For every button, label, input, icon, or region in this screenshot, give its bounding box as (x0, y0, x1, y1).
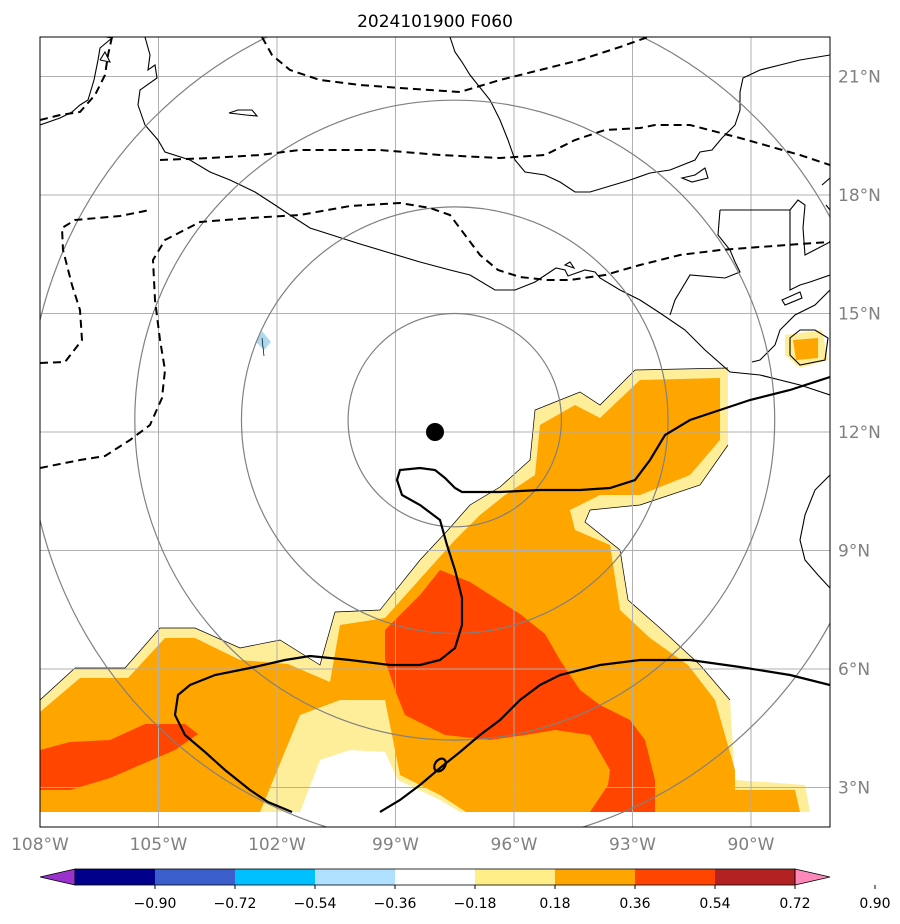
colorbar-tick-label: 0.90 (859, 896, 890, 912)
coastline-gulf (449, 37, 830, 193)
dashed-contour-2 (261, 37, 649, 94)
lat-tick-label: 12°N (838, 423, 881, 443)
contour-outline-blue (261, 337, 265, 357)
coastline-central-america (751, 289, 830, 366)
dashed-contour-3 (40, 201, 830, 469)
colorbar-tick-label: 0.18 (539, 896, 570, 912)
map-area (40, 37, 830, 827)
colorbar-tick-label: −0.54 (294, 896, 337, 912)
coastlines (40, 37, 830, 589)
lat-tick-label: 15°N (838, 305, 881, 325)
contour-fill-red-core (385, 570, 655, 812)
solid-contour-2 (379, 658, 830, 813)
range-ring (240, 206, 669, 635)
lat-tick-label: 3°N (838, 779, 870, 799)
colorbar-extend-max (794, 868, 831, 886)
lon-tick-label: 108°W (11, 835, 69, 855)
colorbar-segment (235, 869, 315, 885)
contour-fill-blue (256, 331, 271, 350)
colorbar-labels: −0.90 −0.72 −0.54 −0.36 −0.18 0.18 0.36 0.54 0.7… (134, 896, 891, 912)
dashed-contour-5 (159, 124, 830, 166)
solid-contours (173, 375, 830, 814)
range-rings (40, 37, 830, 827)
latitude-labels: 3°N 6°N 9°N 12°N 15°N 18°N 21°N (838, 68, 881, 799)
storm-center-marker (426, 423, 444, 441)
grid-lines (40, 37, 830, 827)
colorbar (39, 868, 876, 889)
solid-contour-oval (433, 757, 447, 773)
colorbar-segment (155, 869, 235, 885)
colorbar-tick-label: 0.72 (779, 896, 810, 912)
islands-revillagigedo (228, 109, 576, 270)
colorbar-extend-min (39, 868, 76, 886)
colorbar-tick-label: 0.54 (699, 896, 730, 912)
lon-tick-label: 99°W (372, 835, 419, 855)
lat-tick-label: 9°N (838, 542, 870, 562)
filled-contours (40, 330, 828, 812)
contour-fill-guatemala-orange (793, 338, 818, 360)
colorbar-segment (315, 869, 395, 885)
colorbar-segment (475, 869, 555, 885)
lon-tick-label: 93°W (609, 835, 656, 855)
colorbar-tick-label: −0.18 (454, 896, 497, 912)
colorbar-segment (715, 869, 795, 885)
lat-tick-label: 6°N (838, 660, 870, 680)
dashed-contour-1 (40, 37, 113, 121)
lon-tick-label: 102°W (248, 835, 306, 855)
coastline-mexico-pacific (137, 37, 830, 396)
range-ring (347, 312, 563, 528)
coastline-galapagos-east (799, 474, 830, 589)
colorbar-tick-label: −0.72 (214, 896, 257, 912)
contour-gap (300, 750, 460, 812)
colorbar-segment (635, 869, 715, 885)
colorbar-segment (395, 869, 475, 885)
lat-tick-label: 18°N (838, 186, 881, 206)
map-frame (39, 36, 831, 828)
colorbar-frame (74, 868, 796, 886)
contour-outline-main (40, 367, 729, 701)
solid-contour-1 (173, 375, 830, 814)
range-ring (134, 99, 776, 741)
longitude-labels: 108°W 105°W 102°W 99°W 96°W 93°W 90°W (11, 835, 775, 855)
colorbar-segment (555, 869, 635, 885)
colorbar-tick-label: −0.36 (374, 896, 417, 912)
border-guatemala (669, 199, 830, 316)
coastline-yucatan-north (680, 167, 709, 183)
contour-outlines (40, 337, 731, 701)
colorbar-tick-label: −0.90 (134, 896, 177, 912)
colorbar-segment (75, 869, 155, 885)
lon-tick-label: 90°W (728, 835, 775, 855)
coastline-belize (781, 177, 830, 306)
lon-tick-label: 96°W (491, 835, 538, 855)
lat-tick-label: 21°N (838, 68, 881, 88)
dashed-contours (40, 37, 830, 469)
map-title: 2024101900 F060 (357, 12, 513, 32)
contour-outline-east (584, 444, 731, 701)
colorbar-tick-label: 0.36 (619, 896, 650, 912)
lon-tick-label: 105°W (130, 835, 188, 855)
